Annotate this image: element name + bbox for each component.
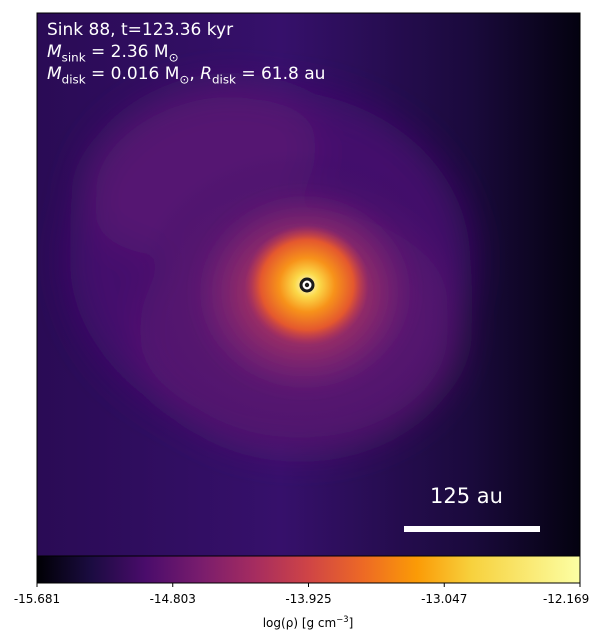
disk-radius-value: = 61.8 au: [235, 64, 326, 84]
colorbar-label-main: log(ρ) [g cm: [262, 616, 337, 630]
density-map: [37, 13, 580, 556]
sink-mass-symbol: M: [47, 42, 62, 62]
colorbar-label-exponent: −3: [336, 614, 349, 624]
colorbar-tick-label: -13.047: [421, 592, 468, 606]
solar-unit-subscript: ⊙: [179, 72, 190, 87]
sink-title: Sink 88, t=123.36 kyr: [47, 20, 234, 40]
disk-radius-symbol: R: [200, 64, 212, 84]
sink-mass-subscript: sink: [61, 50, 86, 65]
sink-mass: Msink = 2.36 M⊙: [47, 44, 179, 64]
disk-properties: Mdisk = 0.016 M⊙, Rdisk = 61.8 au: [47, 66, 325, 86]
disk-radius-subscript: disk: [212, 72, 236, 87]
colorbar-ticks: [36, 583, 581, 587]
disk-mass-subscript: disk: [61, 72, 86, 87]
sink-mass-value: = 2.36 M: [85, 42, 169, 62]
disk-mass-value: = 0.016 M: [85, 64, 180, 84]
colorbar: [37, 556, 580, 583]
scale-bar-label: 125 au: [430, 484, 503, 508]
colorbar-tick-label: -12.169: [542, 592, 590, 606]
colorbar-axis-label: log(ρ) [g cm−3]: [263, 614, 354, 630]
scale-bar: [404, 526, 540, 532]
disk-mass-symbol: M: [47, 64, 62, 84]
colorbar-tick-label: -15.681: [13, 592, 61, 606]
separator: ,: [189, 64, 201, 84]
colorbar-tick-label: -13.925: [285, 592, 332, 606]
colorbar-tick-label: -14.803: [149, 592, 196, 606]
sink-marker-center: [304, 282, 310, 288]
colorbar-label-end: ]: [348, 616, 354, 630]
solar-unit-subscript: ⊙: [168, 50, 179, 65]
